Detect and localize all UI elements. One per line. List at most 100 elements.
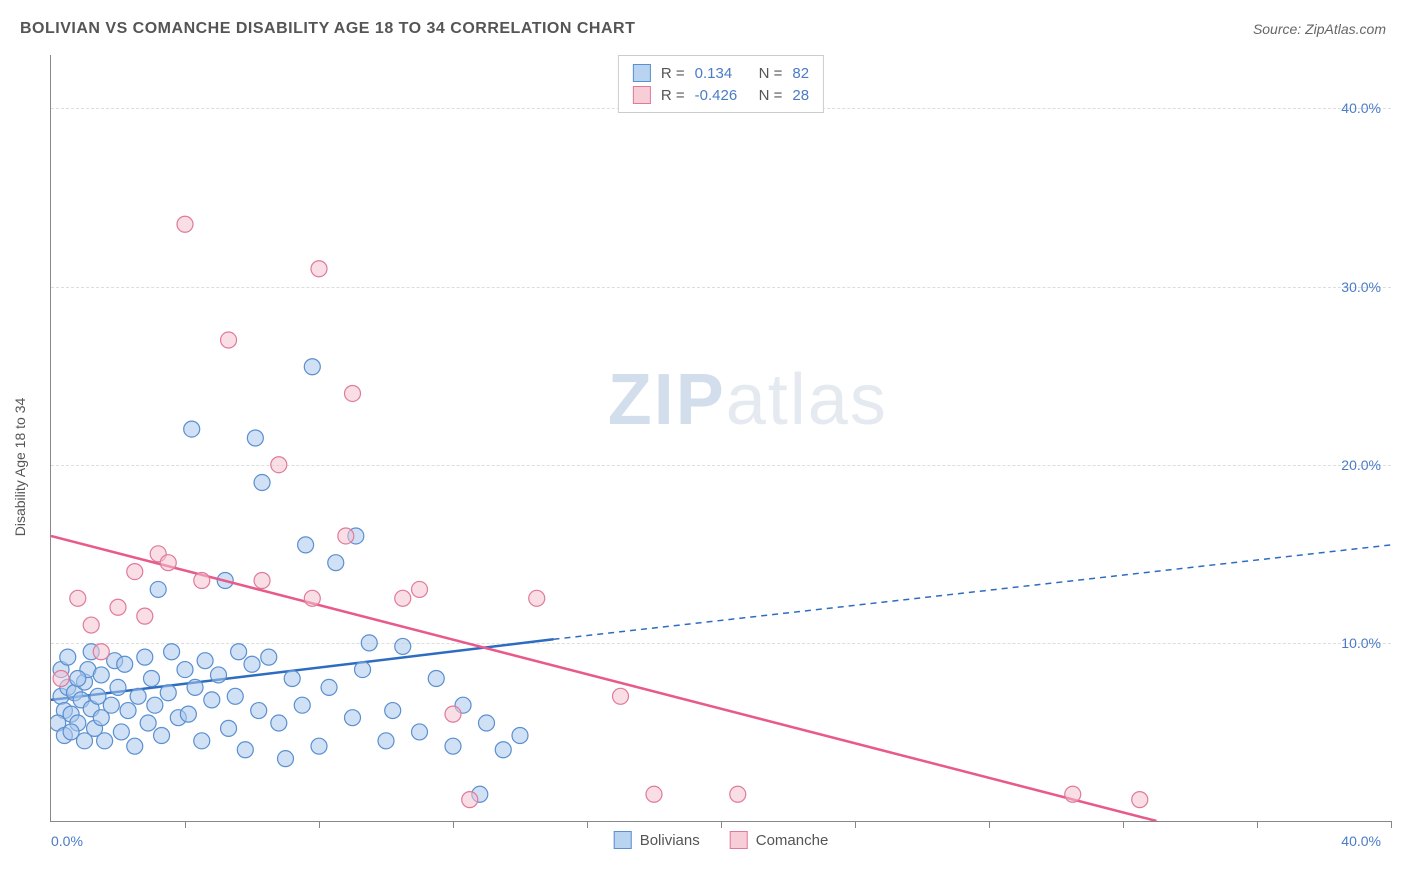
scatter-point	[137, 608, 153, 624]
scatter-point	[197, 653, 213, 669]
stats-swatch	[633, 64, 651, 82]
scatter-point	[180, 706, 196, 722]
stats-r-label: R =	[661, 65, 685, 82]
x-tick	[319, 821, 320, 828]
chart-container: Disability Age 18 to 34 ZIPatlas R = 0.1…	[50, 55, 1391, 862]
scatter-point	[137, 649, 153, 665]
scatter-point	[70, 670, 86, 686]
scatter-point	[338, 528, 354, 544]
legend-swatch	[614, 831, 632, 849]
scatter-point	[1065, 786, 1081, 802]
scatter-point	[247, 430, 263, 446]
scatter-point	[244, 656, 260, 672]
scatter-point	[445, 738, 461, 754]
scatter-point	[412, 581, 428, 597]
chart-source: Source: ZipAtlas.com	[1253, 21, 1386, 37]
scatter-point	[177, 662, 193, 678]
scatter-point	[378, 733, 394, 749]
scatter-point	[529, 590, 545, 606]
scatter-point	[261, 649, 277, 665]
scatter-point	[97, 733, 113, 749]
stats-n-value: 82	[792, 65, 809, 82]
scatter-point	[70, 590, 86, 606]
scatter-point	[147, 697, 163, 713]
scatter-point	[194, 733, 210, 749]
scatter-point	[140, 715, 156, 731]
scatter-point	[60, 649, 76, 665]
stats-n-label: N =	[759, 65, 783, 82]
scatter-point	[730, 786, 746, 802]
scatter-point	[77, 733, 93, 749]
x-tick	[1391, 821, 1392, 828]
x-axis-origin-label: 0.0%	[51, 833, 83, 849]
scatter-point	[110, 599, 126, 615]
scatter-point	[93, 644, 109, 660]
stats-row: R = -0.426 N = 28	[633, 84, 809, 106]
scatter-point	[298, 537, 314, 553]
legend-swatch	[730, 831, 748, 849]
scatter-point	[395, 638, 411, 654]
scatter-point	[227, 688, 243, 704]
scatter-point	[160, 685, 176, 701]
chart-title: BOLIVIAN VS COMANCHE DISABILITY AGE 18 T…	[20, 20, 635, 38]
scatter-point	[154, 727, 170, 743]
scatter-point	[1132, 792, 1148, 808]
stats-n-value: 28	[792, 87, 809, 104]
scatter-point	[184, 421, 200, 437]
scatter-point	[328, 555, 344, 571]
scatter-point	[278, 751, 294, 767]
scatter-point	[495, 742, 511, 758]
x-axis-max-label: 40.0%	[1341, 833, 1381, 849]
stats-r-label: R =	[661, 87, 685, 104]
scatter-point	[512, 727, 528, 743]
scatter-point	[237, 742, 253, 758]
scatter-point	[355, 662, 371, 678]
chart-header: BOLIVIAN VS COMANCHE DISABILITY AGE 18 T…	[20, 20, 1386, 38]
scatter-point	[271, 457, 287, 473]
stats-n-label: N =	[759, 87, 783, 104]
scatter-point	[385, 703, 401, 719]
scatter-point	[194, 573, 210, 589]
x-tick	[453, 821, 454, 828]
scatter-point	[428, 670, 444, 686]
scatter-point	[254, 573, 270, 589]
legend-label: Bolivians	[640, 832, 700, 849]
scatter-point	[83, 617, 99, 633]
plot-svg	[51, 55, 1391, 821]
scatter-point	[304, 590, 320, 606]
x-tick	[587, 821, 588, 828]
plot-area: ZIPatlas R = 0.134 N = 82 R = -0.426 N =…	[50, 55, 1391, 822]
scatter-point	[113, 724, 129, 740]
trend-line-dashed	[554, 545, 1392, 639]
scatter-point	[646, 786, 662, 802]
scatter-point	[311, 261, 327, 277]
scatter-point	[53, 670, 69, 686]
scatter-point	[127, 564, 143, 580]
scatter-point	[445, 706, 461, 722]
scatter-point	[412, 724, 428, 740]
scatter-point	[221, 720, 237, 736]
scatter-point	[284, 670, 300, 686]
bottom-legend: Bolivians Comanche	[614, 831, 829, 849]
x-tick	[1257, 821, 1258, 828]
scatter-point	[311, 738, 327, 754]
x-tick	[855, 821, 856, 828]
scatter-point	[361, 635, 377, 651]
scatter-point	[613, 688, 629, 704]
scatter-point	[164, 644, 180, 660]
scatter-point	[127, 738, 143, 754]
scatter-point	[231, 644, 247, 660]
stats-r-value: 0.134	[695, 65, 749, 82]
x-tick	[1123, 821, 1124, 828]
scatter-point	[93, 710, 109, 726]
scatter-point	[294, 697, 310, 713]
stats-r-value: -0.426	[695, 87, 749, 104]
y-axis-label: Disability Age 18 to 34	[12, 397, 28, 536]
scatter-point	[130, 688, 146, 704]
scatter-point	[251, 703, 267, 719]
scatter-point	[204, 692, 220, 708]
legend-label: Comanche	[756, 832, 829, 849]
x-tick	[721, 821, 722, 828]
scatter-point	[93, 667, 109, 683]
x-tick	[185, 821, 186, 828]
